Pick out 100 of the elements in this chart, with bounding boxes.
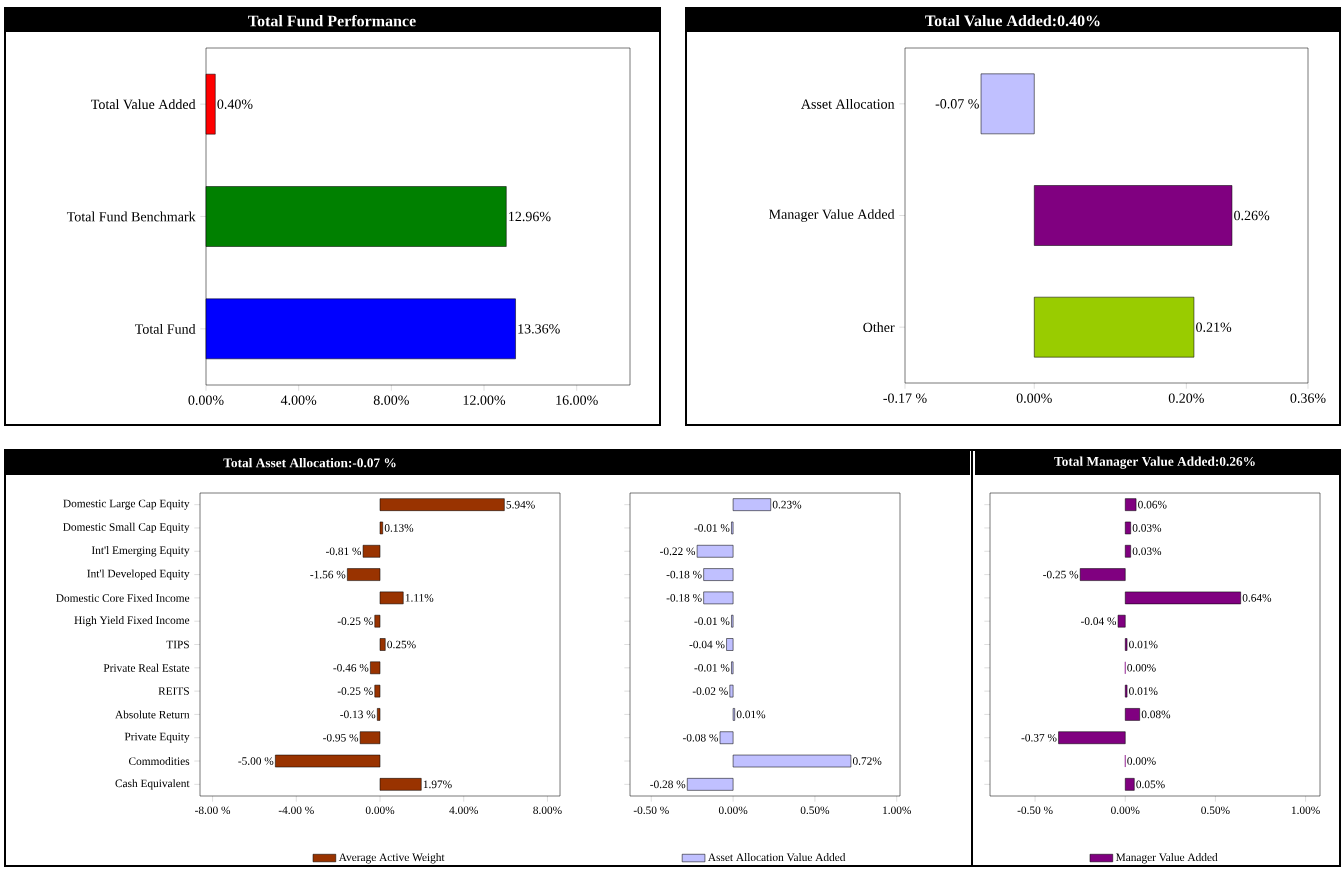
y-tick-label: REITS — [158, 687, 189, 695]
bar — [374, 614, 381, 628]
bar — [1124, 708, 1140, 721]
data-label: 1.97% — [423, 780, 452, 789]
x-tick-label: 8.00% — [533, 806, 562, 815]
data-label: -0.01 % — [694, 617, 730, 626]
data-label: 5.94% — [506, 500, 535, 509]
x-tick-label: 0.00% — [1016, 393, 1052, 403]
data-label: 0.03% — [1132, 524, 1162, 532]
data-label: 0.64% — [1242, 594, 1272, 602]
data-label: -0.81 % — [325, 547, 362, 556]
bar — [379, 591, 404, 605]
y-tick-label: Manager Value Added — [769, 209, 895, 222]
bar — [275, 754, 381, 768]
data-label: -0.08 % — [682, 733, 719, 742]
bar — [1124, 778, 1135, 791]
data-label: 0.06% — [1138, 500, 1167, 509]
bar — [1124, 591, 1241, 605]
x-tick-label: 0.00% — [718, 806, 748, 815]
bar — [379, 778, 422, 791]
x-tick-label: 0.00% — [188, 395, 224, 405]
x-tick-label: -0.17 % — [883, 393, 927, 403]
data-label: -0.07 % — [935, 99, 979, 109]
y-tick-label: Int'l Developed Equity — [87, 569, 190, 580]
x-tick-label: 0.20% — [1168, 393, 1204, 403]
bar — [347, 568, 381, 581]
bar — [719, 731, 734, 745]
x-tick-label: 0.00% — [365, 806, 395, 815]
bar — [1079, 568, 1126, 581]
x-tick-label: 8.00% — [373, 395, 409, 405]
data-label: 0.25% — [387, 640, 416, 649]
data-label: -0.25 % — [337, 687, 373, 695]
data-label: 0.21% — [1196, 322, 1232, 332]
bar — [1117, 614, 1126, 628]
x-tick-label: 0.00% — [1111, 806, 1140, 815]
y-tick-label: Total Fund Benchmark — [66, 211, 196, 222]
y-tick-label: Asset Allocation — [801, 98, 895, 109]
data-label: 12.96% — [509, 211, 551, 222]
data-label: -0.01 % — [694, 524, 730, 532]
bar — [703, 591, 734, 605]
data-label: 0.08% — [1141, 710, 1171, 719]
bar — [732, 498, 772, 511]
bar — [703, 568, 734, 581]
bar — [1124, 521, 1131, 535]
y-tick-label: Domestic Small Cap Equity — [63, 522, 190, 534]
data-label: 0.72% — [852, 757, 882, 765]
data-label: 0.13% — [384, 524, 414, 532]
data-label: -0.95 % — [323, 733, 359, 742]
data-label: 0.05% — [1136, 780, 1165, 789]
y-tick-label: TIPS — [166, 640, 189, 649]
data-label: -1.56 % — [310, 570, 346, 579]
data-label: -0.01 % — [694, 663, 730, 672]
data-label: -0.28 % — [650, 780, 686, 789]
data-label: 0.01% — [736, 710, 766, 719]
data-label: -0.13 % — [340, 710, 376, 719]
bar — [374, 684, 381, 698]
x-tick-label: 1.00% — [883, 806, 911, 815]
bar — [1034, 296, 1195, 358]
x-tick-label: 0.36% — [1290, 393, 1326, 403]
bar — [379, 498, 505, 511]
bar — [729, 684, 734, 698]
chart-title: Total Asset Allocation:-0.07 % — [223, 457, 396, 468]
y-tick-label: Commodities — [128, 757, 190, 766]
legend-label: Average Active Weight — [338, 853, 445, 864]
bar — [980, 73, 1035, 135]
chart-title: Total Fund Performance — [248, 14, 416, 27]
y-tick-label: Other — [863, 322, 895, 333]
chart-title: Total Manager Value Added:0.26% — [1054, 456, 1255, 469]
bar — [726, 638, 734, 651]
bar — [1124, 498, 1137, 511]
y-tick-label: Domestic Core Fixed Income — [56, 593, 190, 602]
data-label: 0.00% — [1127, 663, 1156, 672]
data-label: 0.23% — [772, 500, 802, 509]
data-label: 0.01% — [1129, 687, 1158, 695]
data-label: 0.03% — [1132, 547, 1162, 556]
y-tick-label: Total Fund — [135, 323, 196, 334]
bar — [379, 521, 383, 535]
x-tick-label: -0.50 % — [633, 806, 669, 815]
data-label: 0.01% — [1129, 640, 1158, 649]
y-tick-label: Cash Equivalent — [115, 779, 190, 790]
y-tick-label: Private Real Estate — [103, 663, 190, 672]
x-tick-label: -4.00 % — [278, 806, 314, 815]
data-label: 1.11% — [405, 594, 434, 602]
data-label: -0.18 % — [666, 594, 702, 602]
bar — [1124, 545, 1131, 558]
x-tick-label: 4.00% — [280, 395, 317, 405]
data-label: -5.00 % — [238, 757, 274, 765]
x-tick-label: 1.00% — [1291, 806, 1320, 815]
data-label: -0.04 % — [1080, 617, 1117, 626]
x-tick-label: 0.50% — [800, 806, 830, 815]
x-tick-label: -8.00 % — [195, 806, 231, 815]
data-label: -0.46 % — [333, 663, 369, 672]
data-label: -0.25 % — [337, 617, 373, 626]
data-label: 0.00% — [1127, 757, 1156, 765]
x-tick-label: -0.50 % — [1017, 806, 1053, 815]
x-tick-label: 4.00% — [449, 806, 478, 815]
x-tick-label: 12.00% — [463, 395, 506, 405]
data-label: -0.37 % — [1021, 733, 1057, 742]
data-label: 0.26% — [1234, 210, 1270, 221]
y-tick-label: Absolute Return — [115, 710, 190, 719]
